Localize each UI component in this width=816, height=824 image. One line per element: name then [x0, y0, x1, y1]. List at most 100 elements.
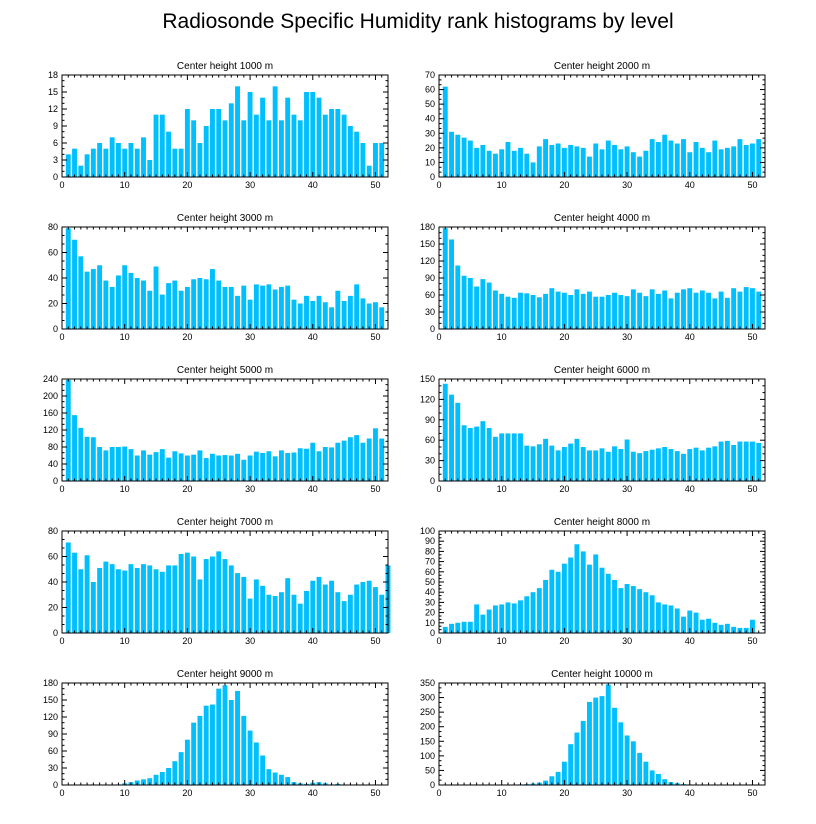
y-tick-label: 100 [420, 526, 435, 536]
y-tick-label: 10 [425, 618, 435, 628]
x-tick-label: 40 [685, 180, 695, 190]
x-tick-label: 30 [622, 484, 632, 494]
bar [360, 143, 366, 177]
bar [561, 563, 567, 633]
bar [605, 295, 611, 329]
bar [587, 701, 592, 785]
panel-5: Center height 5000 m 0 10 20 30 40 50 0 40 80 120 1… [43, 365, 389, 494]
bar [624, 296, 630, 329]
bar [272, 772, 278, 785]
y-tick-label: 0 [53, 324, 58, 334]
x-tick-label: 30 [245, 788, 255, 798]
bar [216, 551, 222, 633]
bar [272, 86, 278, 177]
bar [518, 433, 523, 481]
bar [141, 137, 146, 177]
bar [750, 441, 755, 481]
bar [241, 120, 247, 177]
x-tick-label: 30 [245, 636, 255, 646]
bar [65, 542, 71, 633]
y-tick-label: 0 [53, 628, 58, 638]
bar [222, 685, 228, 785]
bar [624, 735, 630, 785]
bar [235, 86, 240, 177]
bar [115, 275, 121, 329]
y-tick-label: 60 [48, 248, 58, 258]
bar [637, 752, 643, 785]
x-tick-label: 50 [370, 180, 380, 190]
bar [655, 142, 661, 177]
bar [480, 421, 486, 481]
y-tick-label: 40 [425, 587, 435, 597]
bar [310, 300, 316, 329]
bar [737, 139, 743, 177]
bar [266, 769, 272, 785]
x-tick-label: 20 [559, 636, 569, 646]
x-tick-label: 20 [182, 484, 192, 494]
bar [668, 449, 674, 481]
y-tick-label: 30 [425, 456, 435, 466]
bar [530, 162, 536, 177]
bar [128, 143, 134, 177]
panel-title: Center height 2000 m [554, 61, 650, 72]
bar [222, 120, 228, 177]
x-tick-label: 20 [182, 332, 192, 342]
y-tick-label: 60 [425, 567, 435, 577]
bar [147, 778, 153, 785]
bar [649, 595, 655, 633]
bar [147, 290, 153, 329]
y-tick-label: 6 [53, 138, 58, 148]
bar [191, 120, 197, 177]
bar [724, 147, 730, 177]
bar [599, 567, 605, 633]
bar [354, 435, 360, 481]
bar [499, 604, 505, 633]
y-tick-label: 9 [53, 121, 58, 131]
bar [122, 265, 128, 329]
x-tick-label: 50 [370, 636, 380, 646]
y-tick-label: 30 [425, 307, 435, 317]
bar [505, 296, 511, 329]
bar [153, 114, 159, 177]
bar [184, 455, 190, 481]
y-tick-label: 150 [420, 374, 435, 384]
bar [687, 610, 693, 633]
y-tick-label: 120 [420, 256, 435, 266]
bar [241, 715, 247, 785]
bar [304, 295, 309, 329]
bar [335, 290, 341, 329]
bar [141, 280, 146, 329]
bar [235, 573, 240, 633]
bar [297, 303, 303, 329]
bar [347, 295, 353, 329]
bar [580, 147, 586, 177]
panel-7: Center height 7000 m 0 10 20 30 40 50 0 20 40 60 80 [48, 517, 391, 646]
bar [373, 302, 378, 329]
bar [630, 451, 636, 481]
x-tick-label: 50 [370, 484, 380, 494]
bar [166, 565, 172, 633]
bar [637, 453, 643, 481]
bar [178, 148, 184, 177]
bar [260, 452, 266, 481]
bar [467, 427, 473, 481]
bar [366, 165, 372, 177]
bar [706, 618, 712, 633]
bar [693, 292, 699, 329]
x-tick-label: 10 [497, 636, 507, 646]
bar [278, 592, 284, 633]
x-tick-label: 50 [370, 788, 380, 798]
bar [247, 92, 253, 177]
bar [655, 773, 661, 785]
x-tick-label: 0 [59, 636, 64, 646]
bar [536, 297, 542, 329]
bar [743, 627, 749, 633]
bar [555, 771, 561, 785]
bar [191, 454, 197, 481]
bar [65, 154, 71, 177]
bar [247, 598, 253, 633]
bar [260, 285, 266, 329]
bar [72, 415, 77, 482]
bar [555, 450, 561, 481]
x-tick-label: 10 [497, 180, 507, 190]
